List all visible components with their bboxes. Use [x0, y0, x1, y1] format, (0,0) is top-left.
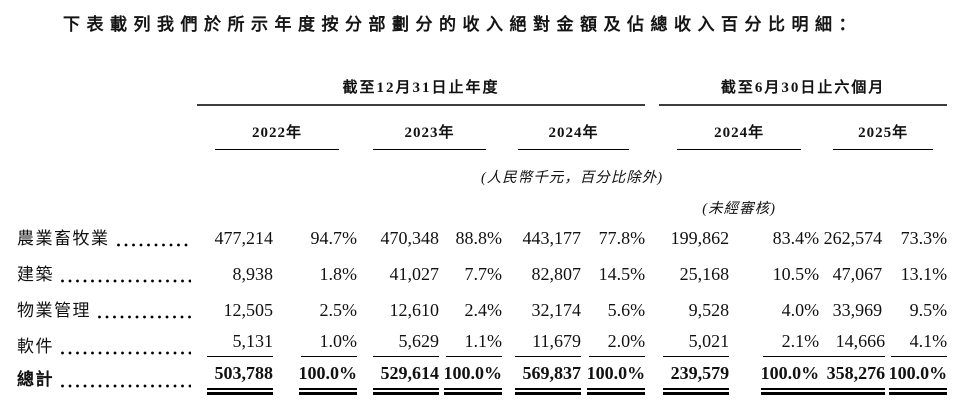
page-title: 下表載列我們於所示年度按分部劃分的收入絕對金額及佔總收入百分比明細： [63, 15, 862, 34]
value-cell: 1.1% [439, 326, 502, 362]
value-cell: 11,679 [502, 326, 581, 362]
value-cell: 12,610 [389, 300, 440, 320]
dot-leader [61, 384, 191, 388]
value-cell: 77.8% [598, 228, 646, 248]
value-cell: 41,027 [389, 264, 440, 284]
dot-leader [61, 351, 191, 355]
empty-cell [819, 187, 947, 218]
value-cell: 8,938 [232, 264, 274, 284]
total-cell: 100.0% [581, 362, 646, 402]
column-group-header-row: 截至12月31日止年度 截至6月30日止六個月 [17, 41, 948, 106]
value-cell: 14.5% [598, 264, 646, 284]
row-label: 物業管理 [17, 290, 197, 326]
empty-cell [17, 105, 197, 150]
value-cell: 7.7% [464, 264, 503, 284]
currency-note-row: (人民幣千元，百分比除外) [17, 150, 947, 187]
year-header-2025-interim: 2025年 [819, 105, 947, 150]
table-row-property-management: 物業管理 12,505 2.5% 12,610 2.4% 32,174 5.6%… [17, 290, 947, 326]
value-cell: 2.1% [729, 326, 820, 362]
value-cell: 10.5% [772, 264, 820, 284]
unaudited-note-row: (未經審核) [17, 187, 947, 218]
value-cell: 1.0% [273, 326, 357, 362]
unaudited-note: (未經審核) [702, 201, 776, 217]
table-row-total: 總計 503,788 100.0% 529,614 100.0% 569,837… [17, 362, 948, 402]
empty-cell [17, 150, 197, 187]
total-cell: 358,276 [819, 362, 886, 402]
group-gap [645, 326, 659, 362]
value-cell: 5,021 [659, 326, 730, 362]
total-cell: 503,788 [197, 362, 273, 402]
table-row-agriculture: 農業畜牧業 477,214 94.7% 470,348 88.8% 443,17… [17, 218, 947, 254]
value-cell: 4.0% [781, 300, 820, 320]
year-label: 2025年 [833, 121, 933, 150]
value-cell: 13.1% [900, 264, 948, 284]
value-cell: 5,629 [357, 326, 439, 362]
dot-leader [98, 315, 191, 319]
year-header-row: 2022年 2023年 2024年 2024年 2025年 [17, 105, 947, 150]
value-cell: 94.7% [310, 228, 358, 248]
value-cell: 5.6% [607, 300, 646, 320]
currency-note: (人民幣千元，百分比除外) [480, 170, 664, 186]
value-cell: 199,862 [670, 228, 730, 248]
year-label: 2024年 [676, 121, 802, 150]
value-cell: 12,505 [223, 300, 274, 320]
value-cell: 262,574 [823, 228, 883, 248]
group-gap [645, 218, 659, 254]
value-cell: 9,528 [688, 300, 730, 320]
column-group-annual: 截至12月31日止年度 [197, 41, 646, 106]
value-cell: 47,067 [832, 264, 883, 284]
value-cell: 9.5% [909, 300, 948, 320]
total-cell: 100.0% [882, 362, 948, 402]
value-cell: 83.4% [772, 228, 820, 248]
empty-cell [17, 41, 197, 105]
row-label: 軟件 [17, 326, 197, 362]
total-cell: 569,837 [502, 362, 581, 402]
value-cell: 5,131 [197, 326, 273, 362]
value-cell: 25,168 [679, 264, 730, 284]
dot-leader [116, 243, 191, 247]
value-cell: 1.8% [319, 264, 358, 284]
year-header-2024-interim: 2024年 [659, 105, 819, 150]
table-row-construction: 建築 8,938 1.8% 41,027 7.7% 82,807 14.5% 2… [17, 254, 947, 290]
year-header-2024: 2024年 [502, 105, 645, 150]
group-gap [645, 254, 659, 290]
year-label: 2023年 [372, 121, 487, 150]
total-cell: 100.0% [439, 362, 502, 402]
value-cell: 477,214 [214, 228, 274, 248]
table-row-software: 軟件 5,131 1.0% 5,629 1.1% 11,679 2.0% 5,0… [17, 326, 948, 362]
group-gap [645, 105, 659, 150]
group-gap [645, 362, 659, 402]
row-label: 農業畜牧業 [17, 218, 197, 254]
year-label: 2022年 [214, 121, 340, 150]
value-cell: 88.8% [455, 228, 503, 248]
empty-cell [17, 187, 659, 218]
value-cell: 2.5% [319, 300, 358, 320]
value-cell: 470,348 [380, 228, 440, 248]
year-header-2023: 2023年 [357, 105, 502, 150]
value-cell: 2.0% [581, 326, 646, 362]
group-gap [645, 290, 659, 326]
row-label: 建築 [17, 254, 197, 290]
column-group-interim: 截至6月30日止六個月 [659, 41, 948, 106]
value-cell: 4.1% [882, 326, 948, 362]
value-cell: 443,177 [522, 228, 582, 248]
value-cell: 82,807 [531, 264, 582, 284]
row-label: 總計 [17, 362, 197, 402]
total-cell: 100.0% [729, 362, 820, 402]
group-gap [645, 41, 659, 105]
value-cell: 32,174 [531, 300, 582, 320]
value-cell: 2.4% [464, 300, 503, 320]
total-cell: 239,579 [659, 362, 730, 402]
year-label: 2024年 [517, 121, 630, 150]
dot-leader [61, 279, 191, 283]
value-cell: 14,666 [819, 326, 886, 362]
revenue-by-segment-table: 截至12月31日止年度 截至6月30日止六個月 2022年 2023年 2024… [17, 41, 948, 402]
total-cell: 100.0% [273, 362, 357, 402]
value-cell: 33,969 [832, 300, 883, 320]
value-cell: 73.3% [900, 228, 948, 248]
total-cell: 529,614 [357, 362, 439, 402]
year-header-2022: 2022年 [197, 105, 357, 150]
